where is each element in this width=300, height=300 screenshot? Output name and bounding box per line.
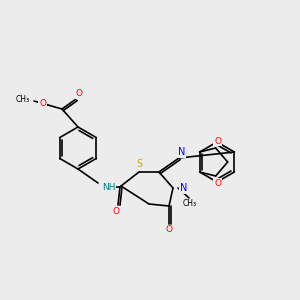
- Text: CH₃: CH₃: [183, 200, 197, 208]
- Text: N: N: [180, 183, 188, 193]
- Text: O: O: [166, 226, 172, 235]
- Text: O: O: [112, 206, 119, 215]
- Text: O: O: [76, 89, 82, 98]
- Text: N: N: [178, 147, 186, 157]
- Text: NH: NH: [102, 182, 116, 191]
- Text: S: S: [136, 159, 142, 169]
- Text: O: O: [214, 178, 221, 188]
- Text: CH₃: CH₃: [16, 94, 30, 103]
- Text: O: O: [39, 98, 46, 107]
- Text: O: O: [214, 136, 221, 146]
